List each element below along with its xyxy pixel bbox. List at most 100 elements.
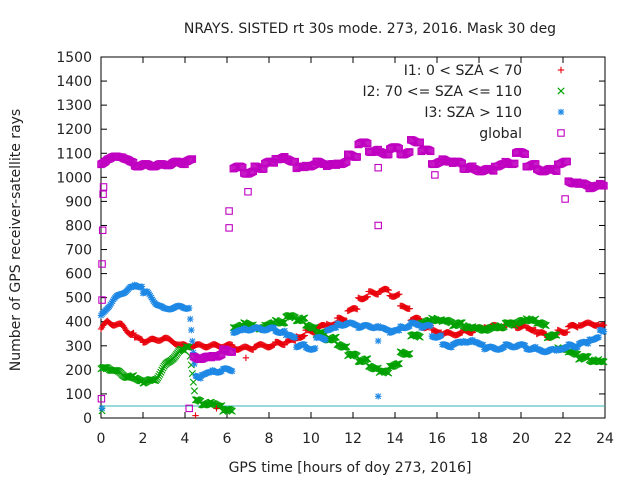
- data-point: [416, 138, 424, 146]
- data-point: [130, 329, 137, 337]
- legend-label: I3: SZA > 110: [424, 105, 522, 121]
- data-point: [425, 146, 434, 155]
- data-point: [281, 318, 289, 326]
- data-point: [301, 314, 309, 322]
- outlier-point: [244, 188, 252, 196]
- data-point: [189, 378, 197, 386]
- data-point: [292, 334, 299, 341]
- y-tick-label: 800: [65, 218, 92, 234]
- data-point: [229, 341, 236, 349]
- y-tick-label: 0: [83, 411, 92, 427]
- data-point: [385, 286, 392, 294]
- x-tick-label: 6: [223, 431, 232, 447]
- data-point: [364, 293, 371, 300]
- data-point: [300, 332, 307, 340]
- data-point: [190, 387, 199, 395]
- data-point: [416, 333, 424, 341]
- data-point: [322, 336, 329, 344]
- series-4: [97, 136, 608, 364]
- data-point: [155, 372, 163, 380]
- x-tick-label: 20: [512, 431, 530, 447]
- data-point: [342, 157, 351, 166]
- outlier-point: [98, 260, 106, 268]
- outlier-point: [98, 226, 107, 235]
- outlier-point: [374, 221, 382, 230]
- y-tick-label: 700: [65, 243, 92, 259]
- y-tick-label: 400: [65, 315, 92, 331]
- data-point: [228, 407, 236, 415]
- data-point: [551, 331, 559, 339]
- x-tick-label: 10: [302, 431, 320, 447]
- x-tick-label: 12: [344, 431, 362, 447]
- y-tick-label: 200: [65, 363, 92, 379]
- legend-marker: [557, 66, 565, 74]
- y-tick-label: 1500: [56, 50, 92, 66]
- data-point: [406, 349, 414, 358]
- series-1: [97, 285, 608, 353]
- series-3: [97, 281, 608, 382]
- outlier-points: [97, 163, 569, 419]
- outlier-point: [431, 171, 439, 179]
- legend: I1: 0 < SZA < 70 I2: 70 <= SZA <= 110 I3: …: [362, 63, 565, 142]
- x-axis-label: GPS time [hours of doy 273, 2016]: [229, 460, 472, 476]
- x-tick-label: 24: [596, 431, 614, 447]
- data-point: [519, 149, 527, 157]
- x-tick-label: 18: [470, 431, 488, 447]
- legend-marker: [557, 87, 565, 95]
- data-point: [424, 146, 433, 154]
- chart-title: NRAYS. SISTED rt 30s mode. 273, 2016. Ma…: [184, 21, 556, 37]
- x-tick-label: 16: [428, 431, 446, 447]
- outlier-point: [99, 190, 107, 198]
- data-point: [563, 157, 571, 166]
- data-point: [229, 367, 236, 375]
- y-tick-label: 100: [65, 387, 92, 403]
- data-point: [312, 344, 319, 352]
- y-tick-label: 600: [65, 267, 92, 283]
- data-point: [518, 316, 526, 325]
- data-point: [600, 358, 608, 366]
- data-point: [343, 343, 351, 351]
- data-point: [553, 331, 561, 339]
- data-point: [510, 159, 519, 168]
- outlier-point: [374, 163, 382, 172]
- x-tick-label: 0: [97, 431, 106, 447]
- data-point: [332, 333, 340, 341]
- y-tick-label: 1100: [56, 146, 92, 162]
- legend-label: I2: 70 <= SZA <= 110: [362, 84, 522, 100]
- outlier-point: [225, 224, 233, 232]
- data-point: [138, 283, 146, 290]
- data-point: [362, 139, 371, 147]
- data-point: [532, 326, 539, 334]
- data-point: [600, 182, 608, 190]
- data-point: [396, 290, 403, 298]
- y-tick-label: 500: [65, 291, 92, 307]
- x-tick-label: 14: [386, 431, 404, 447]
- data-point: [102, 363, 110, 372]
- data-point: [331, 333, 339, 341]
- data-point: [600, 328, 608, 335]
- data-point: [426, 147, 435, 156]
- y-tick-label: 1000: [56, 170, 92, 186]
- data-point: [405, 148, 414, 156]
- outlier-point: [99, 183, 108, 191]
- outlier-point: [225, 207, 233, 215]
- data-point: [406, 305, 413, 312]
- data-point: [279, 319, 287, 327]
- y-tick-label: 1400: [56, 74, 92, 90]
- data-point: [340, 158, 349, 167]
- data-point: [549, 331, 558, 339]
- data-point: [384, 286, 391, 293]
- data-point: [185, 343, 193, 351]
- data-point: [159, 364, 167, 372]
- outlier-point: [213, 405, 220, 412]
- data-point: [394, 360, 402, 368]
- data-point: [301, 332, 308, 339]
- y-tick-label: 300: [65, 339, 92, 355]
- data-point: [363, 139, 372, 148]
- data-point: [364, 355, 372, 363]
- data-point: [187, 315, 194, 323]
- legend-marker: [557, 108, 565, 116]
- data-point: [564, 328, 571, 336]
- data-point: [363, 355, 371, 363]
